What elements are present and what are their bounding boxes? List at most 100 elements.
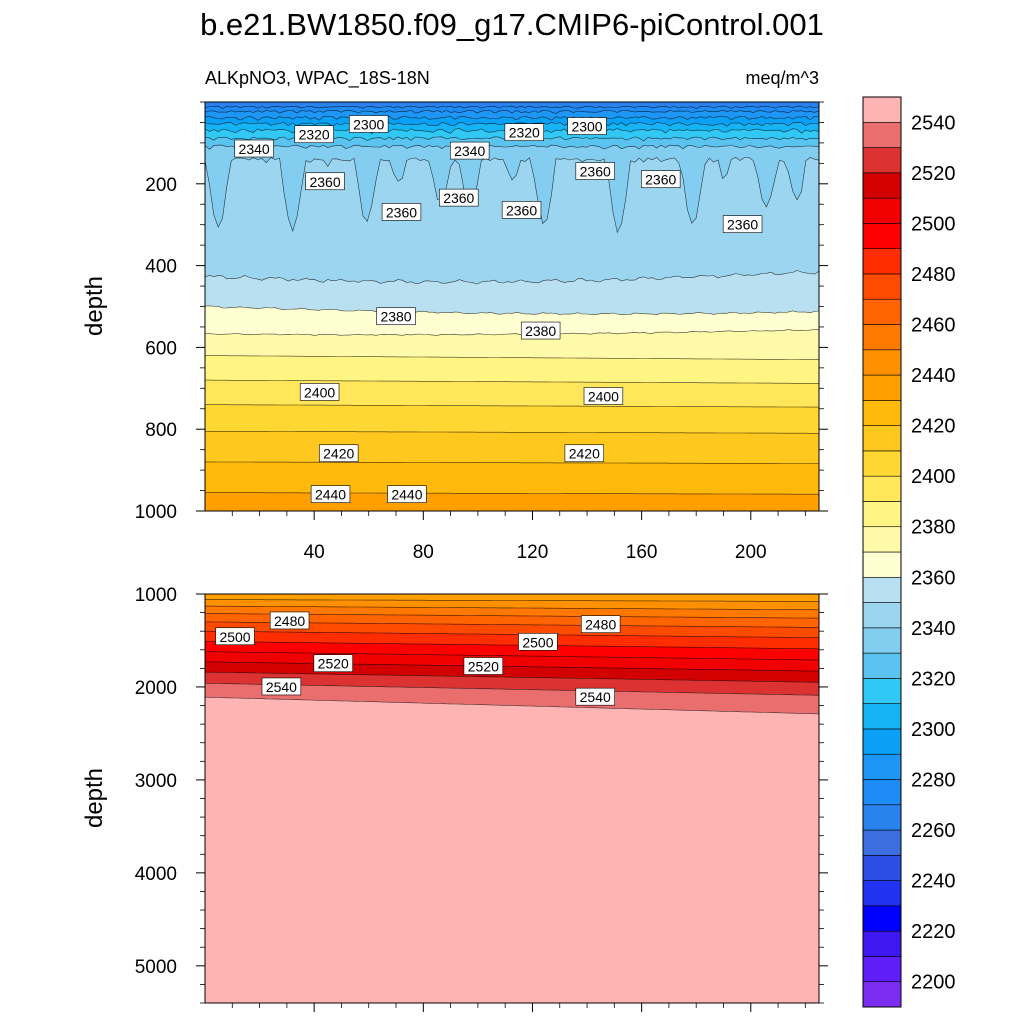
colorbar-swatch <box>862 703 902 730</box>
colorbar-swatch <box>862 551 902 578</box>
contour-label: 2520 <box>313 654 353 673</box>
upper-contour-fills <box>205 102 819 511</box>
contour-band <box>205 404 819 434</box>
colorbar-tick-label: 2320 <box>911 668 956 690</box>
colorbar-swatch <box>862 652 902 679</box>
colorbar-swatch <box>862 425 902 452</box>
contour-line <box>205 630 819 638</box>
contour-label-text: 2520 <box>318 656 349 672</box>
contour-band <box>205 461 819 495</box>
contour-label-text: 2360 <box>645 172 676 188</box>
contour-line <box>205 157 819 234</box>
contour-label: 2360 <box>439 188 479 207</box>
colorbar-swatch <box>862 475 902 502</box>
colorbar-tick-label: 2520 <box>911 163 956 185</box>
lower-contour-fills <box>205 594 819 1003</box>
contour-label-text: 2500 <box>219 629 250 645</box>
chart-subtitle-left: ALKpNO3, WPAC_18S-18N <box>205 68 430 89</box>
colorbar-swatch <box>862 450 902 477</box>
contour-label-text: 2500 <box>522 634 553 650</box>
contour-label-box <box>575 687 615 706</box>
contour-label-box <box>299 383 340 401</box>
colorbar-swatch <box>862 374 902 401</box>
contour-label: 2480 <box>269 611 310 630</box>
contour-label: 2380 <box>520 321 561 340</box>
contour-label: 2340 <box>234 139 274 158</box>
y-tick-label: 2000 <box>135 678 177 699</box>
colorbar-tick-label: 2360 <box>911 567 956 589</box>
y-tick-label: 800 <box>145 420 177 441</box>
contour-label-text: 2520 <box>468 659 499 675</box>
contour-label: 2360 <box>575 162 615 180</box>
colorbar-frame <box>862 96 902 1008</box>
colorbar-tick-label: 2500 <box>911 213 956 235</box>
upper-contour-lines <box>205 105 819 495</box>
colorbar-swatch <box>862 779 902 806</box>
contour-label-box <box>641 170 681 189</box>
lower-contour-labels: 2480 2500 2520 2520 2500 2480 2540 2540 <box>215 611 621 706</box>
contour-line <box>205 270 819 285</box>
y-tick-label: 1000 <box>135 502 177 523</box>
contour-line <box>205 404 819 408</box>
colorbar-swatch <box>862 829 902 856</box>
contour-label-text: 2420 <box>569 446 600 462</box>
colorbar-swatch <box>862 930 902 957</box>
y-tick-label: 5000 <box>135 957 177 978</box>
y-tick-label: 4000 <box>135 864 177 885</box>
contour-label-box <box>439 188 479 207</box>
contour-band <box>205 379 819 408</box>
contour-band <box>205 430 819 464</box>
lower-y-axis-label: depth <box>81 768 108 828</box>
contour-band <box>205 355 819 384</box>
contour-label-box <box>463 657 504 675</box>
contour-label-box <box>305 172 345 191</box>
colorbar-swatch <box>862 981 902 1008</box>
colorbar-tick-label: 2400 <box>911 466 956 488</box>
y-tick-label: 1000 <box>135 585 177 606</box>
contour-label: 2540 <box>261 677 302 696</box>
contour-label-box <box>349 115 389 133</box>
contour-line <box>205 329 819 336</box>
contour-label: 2300 <box>567 117 607 135</box>
contour-label-box <box>583 387 624 405</box>
x-tick-label: 120 <box>517 542 549 563</box>
colorbar-swatch <box>862 147 902 174</box>
contour-label-box <box>580 615 621 633</box>
contour-line <box>205 696 819 715</box>
contour-label-text: 2320 <box>299 127 330 143</box>
contour-band <box>205 696 819 1003</box>
contour-label: 2360 <box>722 215 763 233</box>
contour-label-text: 2380 <box>380 309 411 325</box>
y-tick-label: 3000 <box>135 771 177 792</box>
contour-label: 2360 <box>501 201 542 219</box>
contour-line <box>205 305 819 316</box>
colorbar-swatch <box>862 172 902 199</box>
colorbar: 2200 2220 2240 2260 2280 2300 2320 2340 2360 2380… <box>862 96 956 1008</box>
contour-label-box <box>501 201 542 219</box>
contour-label: 2480 <box>580 615 621 633</box>
colorbar-tick-label: 2440 <box>911 365 956 387</box>
contour-label-box <box>520 321 561 340</box>
contour-label-box <box>381 203 422 221</box>
upper-contour-labels: 2320 2300 2320 2300 2340 2340 2360 2360 2360 2360… <box>234 115 763 503</box>
contour-label-text: 2440 <box>391 487 422 503</box>
contour-label-text: 2360 <box>386 204 417 220</box>
contour-line <box>205 144 819 150</box>
contour-line <box>205 109 819 114</box>
contour-label-text: 2320 <box>509 125 540 141</box>
contour-label-box <box>387 485 427 503</box>
upper-y-axis-label: depth <box>81 276 108 336</box>
contour-line <box>205 661 819 672</box>
contour-label: 2520 <box>463 657 504 675</box>
contour-label: 2360 <box>381 203 422 221</box>
contour-label-text: 2540 <box>580 689 611 705</box>
contour-label: 2400 <box>299 383 340 401</box>
contour-line <box>205 430 819 434</box>
colorbar-tick-label: 2380 <box>911 517 956 539</box>
contour-label: 2380 <box>376 307 416 326</box>
colorbar-swatch <box>862 753 902 780</box>
contour-line <box>205 116 819 121</box>
colorbar-swatch <box>862 324 902 351</box>
colorbar-swatch <box>862 96 902 123</box>
